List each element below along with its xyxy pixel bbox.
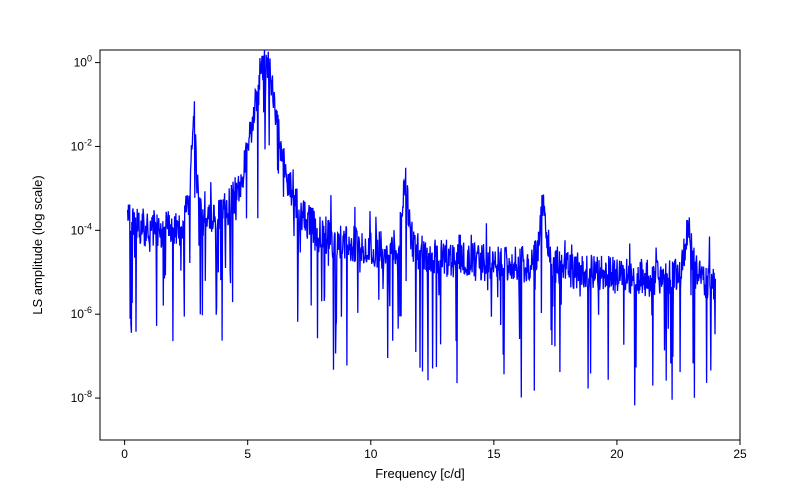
svg-text:15: 15 [487,447,501,461]
svg-text:10-8: 10-8 [71,389,92,405]
spectrum-line [128,50,716,405]
svg-text:10-2: 10-2 [71,137,92,153]
chart-svg: 0 5 10 15 20 25 Frequency [c/d] 10-8 10-6 10-4 10-… [0,0,800,500]
svg-text:10: 10 [364,447,378,461]
svg-text:100: 100 [74,54,92,70]
svg-text:10-6: 10-6 [71,305,92,321]
periodogram-chart: 0 5 10 15 20 25 Frequency [c/d] 10-8 10-6 10-4 10-… [0,0,800,500]
svg-text:5: 5 [244,447,251,461]
y-axis-label: LS amplitude (log scale) [30,175,45,314]
svg-text:25: 25 [733,447,747,461]
svg-text:20: 20 [610,447,624,461]
svg-text:10-4: 10-4 [71,221,92,237]
x-axis-label: Frequency [c/d] [375,466,465,481]
svg-text:0: 0 [121,447,128,461]
